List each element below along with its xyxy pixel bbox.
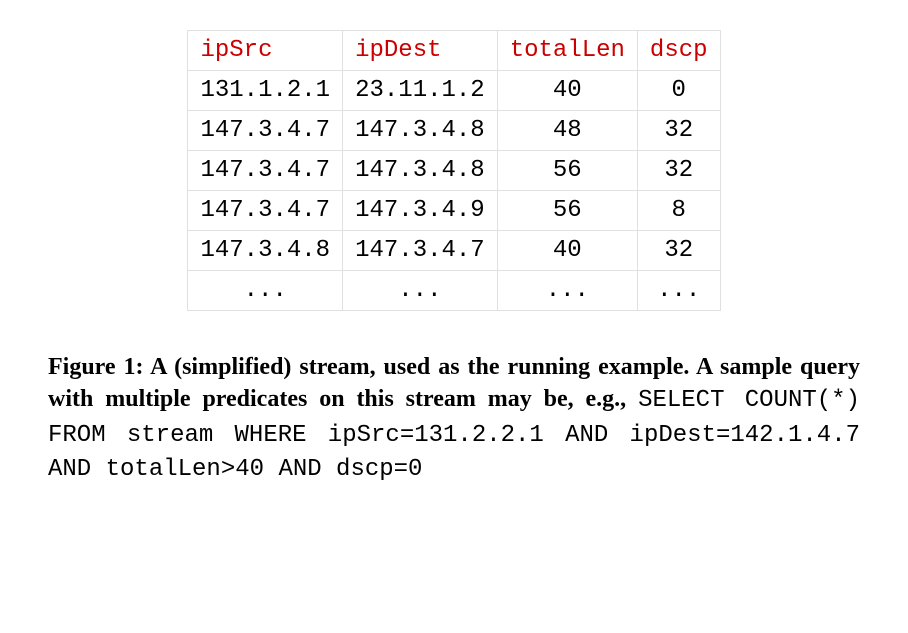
cell-dscp: 32	[637, 231, 720, 271]
table-header-row: ipSrc ipDest totalLen dscp	[188, 31, 720, 71]
table-row: 147.3.4.8 147.3.4.7 40 32	[188, 231, 720, 271]
cell-totallen: 56	[497, 151, 637, 191]
cell-dscp: 32	[637, 111, 720, 151]
cell-ipsrc: 147.3.4.7	[188, 151, 343, 191]
col-ipsrc: ipSrc	[188, 31, 343, 71]
table-row-ellipsis: ... ... ... ...	[188, 271, 720, 311]
col-dscp: dscp	[637, 31, 720, 71]
cell-totallen: 48	[497, 111, 637, 151]
col-totallen: totalLen	[497, 31, 637, 71]
cell-ipsrc: 147.3.4.8	[188, 231, 343, 271]
table-row: 147.3.4.7 147.3.4.9 56 8	[188, 191, 720, 231]
stream-table: ipSrc ipDest totalLen dscp 131.1.2.1 23.…	[187, 30, 720, 311]
table-row: 147.3.4.7 147.3.4.8 56 32	[188, 151, 720, 191]
cell-ipdest: 147.3.4.7	[343, 231, 498, 271]
cell-totallen: 40	[497, 71, 637, 111]
figure-caption: Figure 1: A (simplified) stream, used as…	[48, 351, 860, 487]
cell-ipdest: 147.3.4.8	[343, 111, 498, 151]
table-row: 147.3.4.7 147.3.4.8 48 32	[188, 111, 720, 151]
col-ipdest: ipDest	[343, 31, 498, 71]
cell-ellipsis: ...	[188, 271, 343, 311]
cell-ellipsis: ...	[497, 271, 637, 311]
cell-totallen: 40	[497, 231, 637, 271]
cell-dscp: 8	[637, 191, 720, 231]
table-row: 131.1.2.1 23.11.1.2 40 0	[188, 71, 720, 111]
cell-dscp: 0	[637, 71, 720, 111]
cell-ipsrc: 147.3.4.7	[188, 111, 343, 151]
cell-ipdest: 147.3.4.9	[343, 191, 498, 231]
cell-ellipsis: ...	[343, 271, 498, 311]
cell-ipdest: 23.11.1.2	[343, 71, 498, 111]
cell-ipsrc: 131.1.2.1	[188, 71, 343, 111]
cell-ipsrc: 147.3.4.7	[188, 191, 343, 231]
cell-totallen: 56	[497, 191, 637, 231]
cell-ellipsis: ...	[637, 271, 720, 311]
cell-ipdest: 147.3.4.8	[343, 151, 498, 191]
cell-dscp: 32	[637, 151, 720, 191]
